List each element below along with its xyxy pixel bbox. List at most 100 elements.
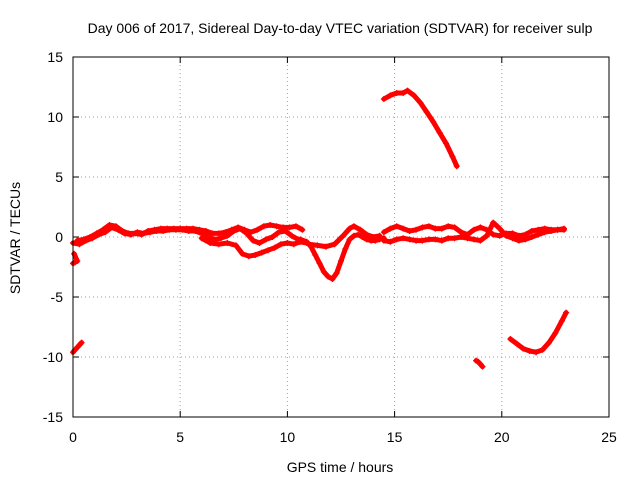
data-point [370, 234, 377, 240]
data-point [449, 153, 456, 160]
data-point [451, 224, 458, 231]
data-point [280, 224, 287, 231]
data-point [507, 336, 514, 342]
y-tick-label: 0 [55, 229, 63, 245]
data-point [423, 109, 430, 116]
data-point [413, 226, 420, 233]
data-point [265, 247, 272, 254]
data-point [235, 224, 242, 231]
data-point [393, 223, 400, 230]
chart-title: Day 006 of 2017, Sidereal Day-to-day VTE… [88, 20, 593, 36]
data-point [515, 237, 522, 244]
data-point [258, 249, 265, 256]
data-point [533, 349, 540, 356]
data-point [528, 228, 535, 234]
data-point [400, 90, 407, 96]
y-tick-label: -5 [51, 289, 64, 305]
data-point [400, 235, 407, 242]
data-point [413, 237, 420, 244]
x-axis-label: GPS time / hours [287, 459, 394, 475]
data-point [400, 225, 407, 232]
data-point [545, 339, 552, 346]
data-point [74, 258, 81, 264]
data-point [222, 229, 229, 236]
data-point [241, 226, 248, 233]
data-point [314, 242, 321, 249]
data-point [215, 241, 222, 248]
data-point [355, 231, 362, 238]
data-point [458, 234, 465, 240]
data-point [312, 252, 319, 258]
data-point [342, 246, 349, 252]
data-point [245, 253, 252, 260]
data-point [387, 238, 394, 245]
data-point [232, 242, 239, 249]
data-point [151, 226, 158, 233]
y-tick-label: -15 [43, 409, 63, 425]
data-point [78, 339, 85, 346]
data-point [380, 96, 387, 102]
data-point [417, 99, 424, 106]
y-tick-label: 5 [55, 169, 63, 185]
data-point [479, 363, 486, 370]
x-tick-label: 15 [387, 429, 403, 445]
data-point [438, 225, 445, 232]
data-point [100, 226, 107, 233]
data-point [305, 241, 312, 248]
data-point [554, 226, 561, 233]
data-point [74, 237, 81, 244]
data-points [70, 87, 570, 370]
data-point [490, 219, 497, 226]
data-point [346, 225, 353, 232]
data-point [132, 230, 139, 237]
data-point [380, 229, 387, 236]
data-point [239, 250, 246, 257]
data-point [112, 223, 119, 230]
data-point [271, 244, 278, 251]
data-point [198, 235, 205, 242]
data-point [275, 229, 282, 236]
data-point [322, 243, 329, 250]
data-point [490, 231, 497, 238]
data-point [359, 234, 366, 240]
data-point [513, 340, 520, 347]
data-point [80, 236, 87, 243]
data-point [325, 273, 332, 280]
x-tick-label: 0 [69, 429, 77, 445]
data-point [535, 231, 542, 238]
data-point [436, 129, 443, 136]
data-point [477, 237, 484, 244]
data-point [404, 87, 411, 94]
data-point [477, 224, 484, 231]
data-point [552, 330, 559, 336]
x-tick-label: 20 [494, 429, 510, 445]
y-tick-label: -10 [43, 349, 63, 365]
data-point [496, 232, 503, 239]
data-point [528, 234, 535, 240]
data-point [483, 232, 490, 239]
data-point [190, 225, 197, 232]
data-point [453, 163, 460, 170]
data-point [286, 224, 293, 231]
data-point [320, 268, 327, 275]
data-point [541, 229, 548, 236]
data-point [170, 225, 177, 232]
data-point [157, 225, 164, 232]
x-tick-label: 5 [176, 429, 184, 445]
data-point [273, 223, 280, 230]
data-point [350, 232, 357, 239]
y-axis-label: SDTVAR / TECUs [7, 182, 23, 294]
data-point [331, 241, 338, 248]
data-point [393, 236, 400, 243]
data-point [432, 225, 439, 232]
data-point [119, 228, 126, 234]
data-point [387, 225, 394, 232]
data-point [256, 240, 263, 246]
data-point [252, 252, 259, 258]
data-point [425, 236, 432, 243]
data-point [346, 236, 353, 243]
data-point [269, 234, 276, 240]
y-tick-label: 10 [47, 109, 63, 125]
data-point [470, 236, 477, 243]
